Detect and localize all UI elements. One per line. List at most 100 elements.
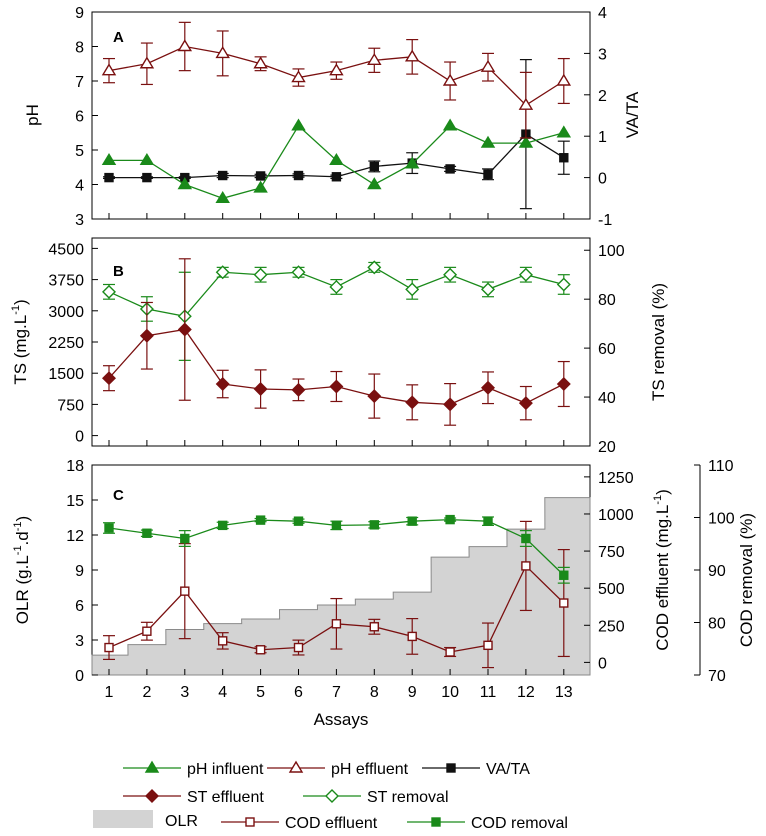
diamond-marker [556,277,571,292]
panel-a-left-tick-label: 7 [75,74,84,91]
triangle-marker [215,46,230,59]
diamond-marker [215,377,230,392]
square-marker [559,598,569,608]
diamond-marker [253,267,268,282]
x-tick-label: 3 [180,684,189,701]
diamond-marker [177,322,192,337]
square-marker [483,640,493,651]
square-marker [369,520,379,530]
square-marker [521,533,531,544]
panel-b-right-tick-label: 20 [598,439,616,456]
square-marker [217,170,228,181]
diamond-marker [325,789,339,803]
diamond-marker [329,379,344,394]
panel-c-left-tick-label: 9 [75,563,84,580]
square-marker [521,561,531,571]
x-tick-label: 9 [408,684,417,701]
triangle-marker [253,180,268,193]
panel-a-left-tick-label: 9 [75,5,84,22]
legend-item: pH influent [123,760,264,778]
panel-b-left-tick-label: 4500 [48,241,84,258]
panel-b-left-tick-label: 1500 [48,366,84,383]
square-marker [142,172,152,183]
triangle-marker [518,135,534,148]
legend-item: VA/TA [422,761,530,778]
panel-b-label: B [113,263,124,280]
triangle-marker [101,63,117,76]
square-marker [104,172,114,183]
diamond-marker [139,328,154,343]
panel-c-left-tick-label: 0 [75,668,84,685]
square-marker [180,586,190,596]
triangle-marker [288,760,304,773]
triangle-marker [367,177,382,190]
panel-b-left-tick-label: 3000 [48,304,84,321]
triangle-marker [442,118,458,131]
legend: pH influent pH effluent VA/TA ST effluent ST… [93,760,568,832]
legend-label: pH influent [187,761,264,778]
triangle-marker [329,152,344,166]
ph-effluent-series [101,21,572,139]
diamond-marker [518,267,533,282]
triangle-marker [367,52,382,66]
square-marker [245,817,255,827]
series-layer [101,21,572,669]
square-marker [407,631,417,642]
diamond-marker [291,265,306,280]
panel-b-y2label: TS removal (%) [649,283,668,401]
panel-b-left-tick-label: 750 [57,397,84,414]
diamond-marker [405,282,420,297]
legend-label: COD removal [471,815,568,832]
cod-removal-series [103,514,570,584]
diamond-marker [367,260,382,275]
triangle-marker [101,152,117,166]
panel-c-cod-effluent-axis-tick-label: 250 [598,618,625,635]
triangle-marker [253,56,268,69]
square-marker [104,523,114,533]
legend-label: COD effluent [285,815,378,832]
diamond-marker [481,282,495,297]
panel-c-cod-effluent-axis-tick-label: 1000 [598,507,634,524]
diamond-marker [253,382,268,396]
square-marker [483,516,493,526]
legend-label: ST effluent [187,789,264,806]
triangle-marker [144,760,160,773]
legend-item: COD removal [407,815,568,832]
triangle-marker [139,152,155,166]
triangle-marker [177,39,193,52]
panel-a-left-tick-label: 4 [75,178,84,195]
panel-a-right-tick-label: 3 [598,46,607,63]
panel-a-left-tick-label: 5 [75,143,84,160]
panel-b-right-tick-label: 60 [598,341,616,358]
panel-c-y3label: COD removal (%) [737,513,756,647]
square-marker [369,622,379,632]
diamond-marker [443,397,458,412]
panel-c-label: C [113,487,124,504]
x-axis-label: Assays [314,710,369,729]
st-removal-series [102,260,571,361]
panel-c-left-tick-label: 12 [66,528,84,545]
panel-c-left-tick-label: 15 [66,493,84,510]
triangle-marker [404,49,420,62]
square-marker [217,636,228,646]
square-marker [559,153,569,163]
triangle-marker [442,73,458,86]
panel-a-label: A [113,29,124,46]
legend-item: ST removal [303,789,449,806]
square-marker [293,516,304,526]
diamond-marker [518,396,533,411]
panel-b-right-tick-label: 40 [598,390,616,407]
panel-c-left-tick-label: 3 [75,633,84,650]
panel-b-left-tick-label: 3750 [48,273,84,290]
x-tick-label: 4 [218,684,227,701]
panel-c-cod-effluent-axis-tick-label: 750 [598,544,625,561]
panel-c-left-tick-label: 18 [66,458,84,475]
va-ta-series [103,59,570,210]
panel-b-right-tick-label: 100 [598,243,625,260]
triangle-marker [556,73,572,86]
triangle-marker [404,156,420,169]
diamond-marker [102,284,116,299]
square-marker [445,164,455,174]
x-tick-label: 8 [370,684,379,701]
